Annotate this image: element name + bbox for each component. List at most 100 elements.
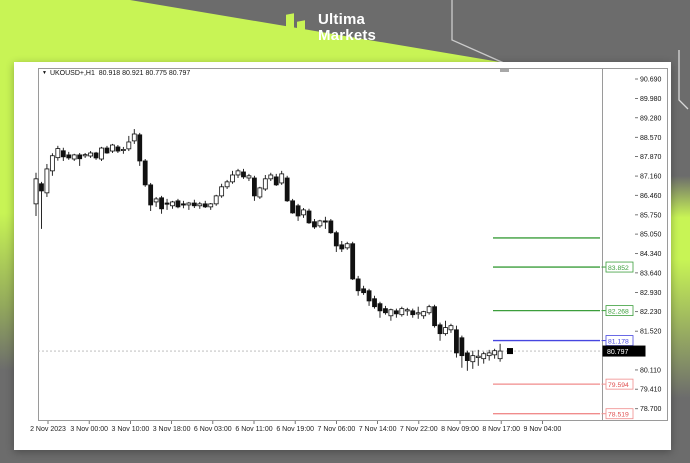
time-axis-label: 7 Nov 14:00 bbox=[359, 426, 397, 433]
candle-up bbox=[399, 308, 405, 316]
candle-down bbox=[322, 220, 328, 223]
candle-up bbox=[186, 202, 192, 206]
candle-down bbox=[361, 288, 367, 294]
time-axis-label: 7 Nov 22:00 bbox=[400, 426, 438, 433]
candle-up bbox=[213, 195, 219, 205]
candle-down bbox=[328, 220, 334, 234]
candle-up bbox=[71, 154, 77, 160]
candle-up bbox=[415, 312, 421, 315]
candle-down bbox=[66, 154, 72, 159]
candle-down bbox=[39, 183, 44, 192]
price-axis-label: 87.160 bbox=[640, 174, 662, 181]
candle-up bbox=[475, 355, 481, 358]
candle-up bbox=[344, 243, 350, 249]
candle-down bbox=[410, 310, 416, 316]
price-axis-label: 87.870 bbox=[640, 154, 662, 161]
candle-down bbox=[284, 177, 290, 202]
candle-down bbox=[350, 243, 356, 280]
candle-down bbox=[181, 203, 186, 206]
current-price-tag bbox=[602, 345, 646, 357]
time-axis-label: 9 Nov 04:00 bbox=[524, 426, 562, 433]
time-axis-label: 3 Nov 10:00 bbox=[112, 426, 150, 433]
level-price-label-box bbox=[605, 305, 634, 317]
chevron-down-icon[interactable]: ▼ bbox=[42, 70, 47, 76]
level-price-label: 82.268 bbox=[608, 308, 629, 315]
time-axis-label: 3 Nov 18:00 bbox=[153, 426, 191, 433]
candle-up bbox=[33, 178, 39, 205]
candle-up bbox=[268, 174, 274, 180]
price-axis-label: 85.750 bbox=[640, 212, 662, 219]
candle-up bbox=[388, 309, 394, 317]
candle-up bbox=[197, 203, 203, 207]
time-axis-label: 2 Nov 2023 bbox=[30, 426, 66, 433]
candle-up bbox=[262, 178, 268, 190]
level-price-label: 78.519 bbox=[608, 412, 629, 419]
object-marker[interactable] bbox=[507, 348, 513, 355]
candle-up bbox=[153, 198, 159, 203]
candle-down bbox=[306, 210, 312, 224]
time-axis-label: 6 Nov 03:00 bbox=[194, 426, 232, 433]
candle-down bbox=[377, 303, 383, 312]
candle-up bbox=[49, 155, 55, 172]
scroll-position-indicator[interactable] bbox=[500, 69, 509, 72]
candle-down bbox=[115, 146, 121, 152]
candle-up bbox=[82, 154, 88, 157]
price-axis-label: 80.110 bbox=[640, 367, 661, 374]
candle-down bbox=[104, 147, 110, 154]
candle-down bbox=[191, 202, 197, 207]
candle-down bbox=[60, 150, 66, 158]
current-price-tag-label: 80.797 bbox=[607, 349, 629, 356]
green-gradient-right-decor bbox=[671, 0, 690, 463]
candle-down bbox=[372, 298, 377, 308]
candle-down bbox=[366, 290, 372, 302]
candle-up bbox=[99, 147, 104, 160]
candle-up bbox=[257, 187, 263, 198]
level-price-label-box bbox=[605, 261, 634, 273]
price-axis-label: 84.340 bbox=[640, 251, 662, 258]
price-axis-label: 86.460 bbox=[640, 193, 662, 200]
price-axis-label: 89.980 bbox=[640, 96, 662, 103]
candle-down bbox=[355, 278, 361, 292]
candle-down bbox=[454, 329, 459, 354]
candle-down bbox=[459, 337, 465, 357]
candle-up bbox=[497, 350, 503, 360]
price-axis-label: 89.280 bbox=[640, 115, 662, 122]
candle-up bbox=[317, 220, 323, 227]
candle-down bbox=[295, 205, 301, 217]
price-axis-label: 85.050 bbox=[640, 232, 662, 239]
price-axis-label: 82.930 bbox=[640, 290, 662, 297]
symbol-info-line: ▼ UKOUSD+,H1 80.918 80.921 80.775 80.797 bbox=[42, 70, 190, 77]
candle-down bbox=[251, 177, 257, 197]
candle-up bbox=[208, 203, 214, 208]
candle-up bbox=[448, 325, 454, 331]
candle-down bbox=[383, 308, 388, 314]
candle-up bbox=[279, 173, 285, 184]
time-axis-label: 8 Nov 09:00 bbox=[441, 426, 479, 433]
time-axis-label: 8 Nov 17:00 bbox=[482, 426, 520, 433]
candle-down bbox=[175, 200, 181, 208]
candle-down bbox=[202, 203, 208, 208]
level-price-label: 79.594 bbox=[608, 382, 629, 389]
candle-up bbox=[470, 355, 476, 363]
candle-up bbox=[224, 181, 230, 188]
candle-down bbox=[464, 352, 470, 361]
candle-up bbox=[44, 168, 50, 194]
candle-down bbox=[77, 154, 83, 160]
candle-up bbox=[404, 309, 410, 312]
level-price-label: 81.178 bbox=[608, 338, 629, 345]
candle-down bbox=[241, 171, 246, 178]
candle-up bbox=[120, 148, 126, 151]
price-axis-separator bbox=[602, 68, 603, 421]
candle-up bbox=[492, 350, 498, 356]
price-axis-label: 90.690 bbox=[640, 77, 662, 84]
candle-down bbox=[333, 232, 339, 247]
candle-up bbox=[486, 352, 492, 357]
candle-down bbox=[393, 310, 399, 315]
candle-up bbox=[55, 148, 61, 159]
candle-up bbox=[421, 311, 427, 317]
level-price-label-box bbox=[605, 378, 634, 390]
level-price-label: 83.852 bbox=[608, 265, 629, 272]
symbol-ohlc-text: UKOUSD+,H1 80.918 80.921 80.775 80.797 bbox=[49, 70, 191, 77]
